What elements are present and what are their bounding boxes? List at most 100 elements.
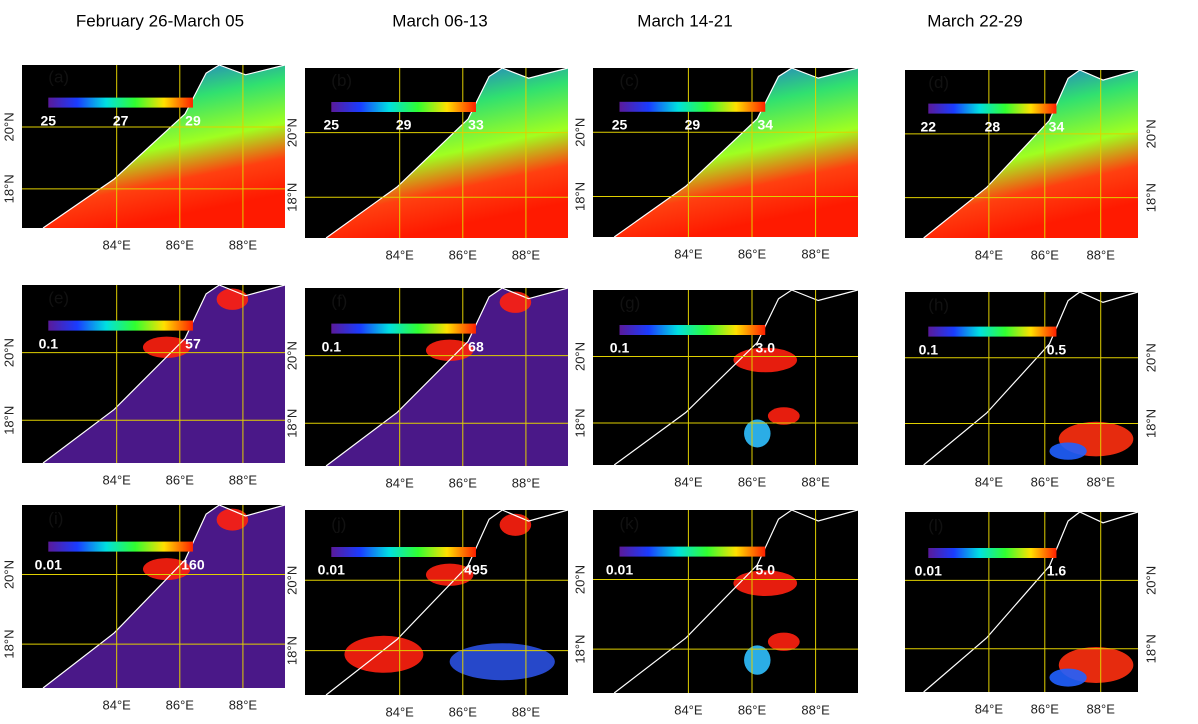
x-tick-label: 84°E	[674, 702, 703, 717]
x-tick-label: 86°E	[449, 247, 478, 262]
panel-label: (a)	[48, 68, 69, 87]
data-patch	[744, 420, 771, 448]
data-patch	[744, 645, 771, 674]
colorbar-label: 1.6	[1047, 563, 1067, 579]
colorbar	[48, 98, 193, 108]
y-tick-label: 20°N	[1, 560, 16, 589]
colorbar-label: 29	[185, 112, 201, 128]
colorbar-label: 0.1	[322, 338, 342, 354]
y-tick-label: 20°N	[1143, 566, 1158, 595]
colorbar	[331, 324, 476, 334]
column-header: March 22-29	[927, 11, 1022, 30]
x-tick-label: 86°E	[738, 702, 767, 717]
y-tick-label: 18°N	[1, 630, 16, 659]
x-tick-label: 88°E	[512, 704, 541, 719]
y-tick-label: 18°N	[284, 183, 299, 212]
x-tick-label: 88°E	[512, 247, 541, 262]
map-panel: 0.01160(i)84°E86°E88°E20°N18°N	[1, 505, 285, 712]
y-tick-label: 20°N	[572, 342, 587, 371]
y-tick-label: 18°N	[284, 409, 299, 438]
colorbar	[620, 547, 766, 557]
colorbar-label: 495	[464, 562, 488, 578]
colorbar-label: 68	[468, 338, 484, 354]
data-patch	[500, 514, 532, 536]
data-patch	[450, 643, 555, 680]
colorbar-label: 5.0	[756, 561, 776, 577]
colorbar-label: 0.01	[35, 556, 62, 572]
colorbar-label: 25	[612, 117, 628, 133]
data-patch	[500, 292, 532, 313]
y-tick-label: 20°N	[1, 338, 16, 367]
x-tick-label: 86°E	[1031, 247, 1060, 262]
map-panel: 0.01495(j)84°E86°E88°E20°N18°N	[284, 510, 568, 719]
x-tick-label: 88°E	[801, 474, 830, 489]
x-tick-label: 86°E	[449, 704, 478, 719]
data-patch	[768, 633, 800, 651]
y-tick-label: 18°N	[572, 635, 587, 664]
x-tick-label: 86°E	[449, 475, 478, 490]
y-tick-label: 20°N	[1143, 343, 1158, 372]
x-tick-label: 84°E	[386, 475, 415, 490]
y-tick-label: 18°N	[1143, 183, 1158, 212]
colorbar-label: 0.01	[915, 563, 942, 579]
colorbar-label: 27	[113, 112, 129, 128]
y-tick-label: 18°N	[284, 636, 299, 665]
map-panel: 0.157(e)84°E86°E88°E20°N18°N	[1, 285, 285, 487]
column-header: March 14-21	[637, 11, 732, 30]
y-tick-label: 20°N	[1, 112, 16, 141]
colorbar	[928, 548, 1056, 558]
colorbar	[48, 542, 193, 552]
x-tick-label: 84°E	[975, 474, 1004, 489]
x-tick-label: 86°E	[166, 697, 195, 712]
colorbar-label: 25	[41, 112, 57, 128]
x-tick-label: 86°E	[1031, 474, 1060, 489]
panel-label: (i)	[48, 509, 63, 528]
map-panel: 252933(b)84°E86°E88°E20°N18°N	[284, 68, 568, 262]
panel-label: (k)	[620, 514, 640, 533]
colorbar-label: 160	[181, 556, 205, 572]
y-tick-label: 18°N	[572, 408, 587, 437]
y-tick-label: 20°N	[572, 118, 587, 147]
colorbar-label: 0.1	[610, 340, 630, 356]
colorbar-label: 29	[685, 117, 701, 133]
y-tick-label: 18°N	[572, 182, 587, 211]
x-tick-label: 84°E	[103, 237, 132, 252]
map-panel: 0.168(f)84°E86°E88°E20°N18°N	[284, 288, 568, 490]
y-tick-label: 18°N	[1143, 409, 1158, 438]
y-tick-label: 20°N	[284, 118, 299, 147]
x-tick-label: 86°E	[166, 472, 195, 487]
column-header: March 06-13	[392, 11, 487, 30]
panel-label: (l)	[928, 516, 943, 535]
panel-label: (b)	[331, 71, 352, 90]
colorbar	[48, 321, 193, 331]
panel-label: (h)	[928, 295, 949, 314]
colorbar	[928, 327, 1056, 337]
panel-label: (j)	[331, 514, 346, 533]
colorbar-label: 29	[396, 117, 412, 133]
x-tick-label: 86°E	[738, 474, 767, 489]
colorbar-label: 3.0	[756, 340, 776, 356]
y-tick-label: 18°N	[1143, 634, 1158, 663]
panel-label: (c)	[620, 71, 640, 90]
panel-label: (g)	[620, 293, 641, 312]
y-tick-label: 20°N	[572, 565, 587, 594]
colorbar	[928, 104, 1056, 114]
x-tick-label: 86°E	[738, 246, 767, 261]
x-tick-label: 84°E	[975, 247, 1004, 262]
x-tick-label: 84°E	[386, 704, 415, 719]
x-tick-label: 88°E	[512, 475, 541, 490]
data-patch	[1049, 669, 1086, 687]
x-tick-label: 88°E	[1087, 474, 1116, 489]
colorbar-label: 57	[185, 335, 201, 351]
x-tick-label: 84°E	[674, 246, 703, 261]
y-tick-label: 20°N	[1143, 119, 1158, 148]
colorbar-label: 28	[985, 118, 1001, 134]
x-tick-label: 88°E	[229, 472, 258, 487]
figure: February 26-March 05March 06-13March 14-…	[0, 0, 1198, 724]
colorbar-label: 0.1	[919, 341, 939, 357]
map-panel: 252934(c)84°E86°E88°E20°N18°N	[572, 68, 858, 261]
